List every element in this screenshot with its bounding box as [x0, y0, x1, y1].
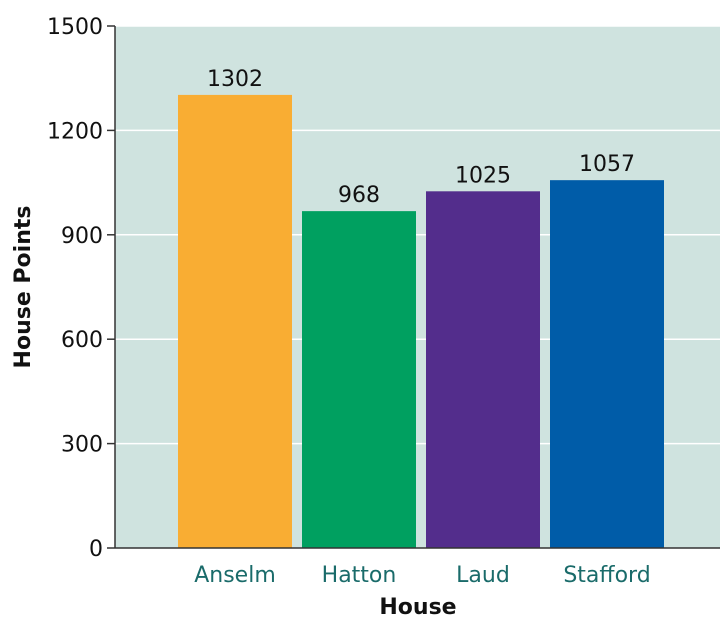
data-label-stafford: 1057 [579, 152, 635, 177]
category-label-laud: Laud [456, 563, 510, 588]
y-tick-label: 900 [61, 224, 103, 249]
y-tick-label: 1500 [47, 15, 103, 40]
y-tick-label: 600 [61, 328, 103, 353]
category-label-stafford: Stafford [563, 563, 650, 588]
y-tick-label: 300 [61, 433, 103, 458]
y-tick-label: 0 [89, 537, 103, 562]
x-axis-title: House [379, 595, 456, 620]
data-label-hatton: 968 [338, 183, 380, 208]
y-tick-label: 1200 [47, 119, 103, 144]
bar-anselm [178, 94, 292, 549]
data-label-laud: 1025 [455, 163, 511, 188]
data-labels: 1302 968 1025 1057 [207, 67, 635, 208]
category-labels: Anselm Hatton Laud Stafford [194, 563, 650, 588]
data-label-anselm: 1302 [207, 67, 263, 92]
category-label-hatton: Hatton [322, 563, 397, 588]
bar-laud [426, 191, 540, 549]
category-label-anselm: Anselm [194, 563, 276, 588]
y-axis-title: House Points [11, 206, 36, 369]
y-ticks: 0 300 600 900 1200 1500 [47, 15, 115, 562]
bars [178, 94, 664, 549]
bar-hatton [302, 211, 416, 549]
bar-stafford [550, 180, 664, 548]
